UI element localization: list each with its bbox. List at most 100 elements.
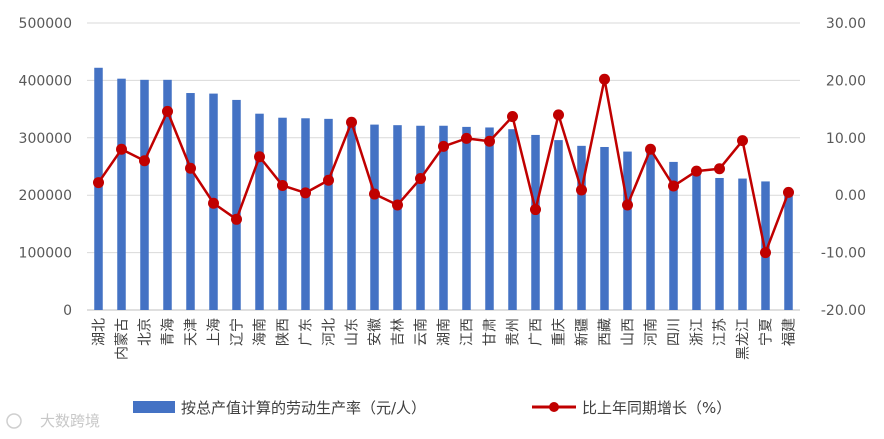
line-series: [93, 73, 794, 259]
bar: [255, 113, 264, 310]
line-point: [484, 135, 495, 147]
watermark-text: 大数跨境: [40, 412, 100, 430]
line-point: [415, 173, 426, 185]
left-tick-label: 500000: [19, 16, 72, 32]
watermark-icon: [6, 413, 22, 429]
bar: [554, 140, 563, 310]
line-point: [185, 162, 196, 174]
category-label: 广西: [529, 318, 545, 346]
category-label: 重庆: [552, 318, 568, 346]
bar: [784, 191, 793, 310]
category-label: 青海: [161, 318, 177, 346]
line-point: [346, 116, 357, 128]
line-point: [668, 180, 679, 192]
category-label: 天津: [184, 318, 200, 346]
bar: [439, 125, 448, 310]
line-point: [208, 197, 219, 209]
bar: [94, 67, 103, 310]
category-label: 山东: [345, 318, 361, 346]
line-point: [599, 73, 610, 85]
category-label: 云南: [414, 318, 430, 346]
category-label: 海南: [253, 318, 269, 346]
category-label: 广东: [299, 318, 315, 346]
bar: [462, 126, 471, 310]
right-tick-label: 20.00: [826, 73, 866, 89]
category-label: 上海: [207, 318, 223, 346]
bar: [117, 78, 126, 310]
bar: [577, 145, 586, 310]
right-tick-label: 30.00: [826, 16, 866, 32]
line-point: [645, 143, 656, 155]
bar: [485, 127, 494, 310]
line-point: [461, 132, 472, 144]
line-point: [576, 184, 587, 196]
right-tick-label: 0.00: [835, 188, 866, 204]
line-point: [300, 187, 311, 199]
bar: [761, 181, 770, 310]
category-label: 宁夏: [758, 318, 775, 346]
bar: [324, 118, 333, 310]
line-point: [783, 186, 794, 198]
left-axis-ticks: 0 100000 200000 300000 400000 500000: [19, 16, 72, 319]
category-label: 河北: [322, 318, 338, 346]
bar: [738, 178, 747, 310]
watermark: 大数跨境: [6, 412, 100, 430]
category-labels: 湖北 内蒙古 北京 青海 天津 上海 辽宁 海南 陕西 广东 河北 山东 安徽 吉林 云南 湖南 江西 甘肃 贵州广…: [92, 318, 798, 360]
legend-line-label: 比上年同期增长（%）: [582, 399, 731, 417]
category-label: 四川: [667, 318, 683, 346]
bar: [600, 146, 609, 310]
category-label: 浙江: [690, 318, 706, 346]
bar: [370, 124, 379, 311]
bar: [186, 93, 195, 310]
line-point: [737, 135, 748, 147]
bar: [508, 129, 517, 310]
bar: [646, 150, 655, 310]
line-point: [392, 199, 403, 211]
bar: [232, 99, 241, 310]
line-point: [116, 143, 127, 155]
line-point: [162, 105, 173, 117]
line-point: [760, 247, 771, 259]
line-point: [231, 213, 242, 225]
bar: [531, 134, 540, 310]
line-point: [323, 174, 334, 186]
line-point: [369, 188, 380, 200]
left-tick-label: 0: [63, 303, 72, 319]
legend-line-marker: [549, 402, 559, 412]
category-label: 江西: [460, 318, 476, 346]
category-label: 北京: [138, 318, 154, 346]
line-point: [93, 177, 104, 189]
bar: [163, 79, 172, 311]
category-label: 湖北: [92, 318, 108, 346]
category-label: 新疆: [575, 318, 591, 346]
line-point: [714, 163, 725, 175]
bar: [278, 117, 287, 311]
category-label: 陕西: [276, 318, 292, 346]
category-label: 吉林: [391, 318, 407, 346]
right-tick-label: -20.00: [821, 303, 866, 319]
line-point: [139, 155, 150, 167]
right-axis-ticks: -20.00 -10.00 0.00 10.00 20.00 30.00: [821, 16, 866, 319]
left-tick-label: 100000: [19, 246, 72, 262]
right-tick-label: -10.00: [821, 246, 866, 262]
line-point: [507, 111, 518, 123]
category-label: 辽宁: [229, 318, 246, 346]
left-tick-label: 200000: [19, 188, 72, 204]
line-point: [530, 204, 541, 216]
bar: [692, 168, 701, 310]
bar: [393, 125, 402, 310]
category-label: 安徽: [368, 318, 384, 346]
legend-bar-label: 按总产值计算的劳动生产率（元/人）: [181, 399, 426, 417]
line-point: [691, 165, 702, 177]
line-point: [553, 109, 564, 121]
category-label: 江苏: [713, 318, 729, 346]
category-label: 西藏: [598, 318, 614, 346]
line-point: [277, 179, 288, 191]
category-label: 内蒙古: [115, 318, 131, 360]
category-label: 贵州: [506, 318, 522, 346]
line-point: [438, 140, 449, 152]
line-point: [622, 199, 633, 211]
bar-series: [94, 67, 793, 311]
left-tick-label: 400000: [19, 73, 72, 89]
category-label: 黑龙江: [736, 318, 752, 360]
